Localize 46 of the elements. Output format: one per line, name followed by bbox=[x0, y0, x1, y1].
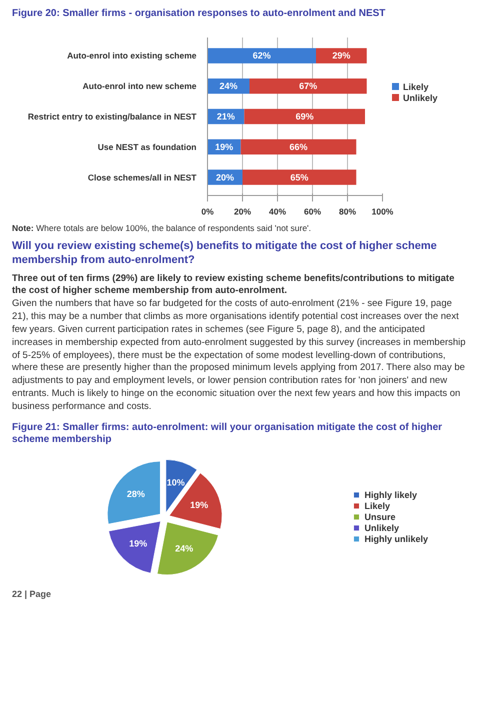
text: Will you review existing scheme(s) benefits to mitigate the cost of higher scheme membership from auto-enrolment? bbox=[12, 240, 438, 268]
bar bbox=[244, 108, 365, 124]
data-label: 10% bbox=[166, 476, 185, 487]
y-tick-label: Auto-enrol into existing scheme bbox=[67, 50, 197, 60]
legend-label: Unlikely bbox=[364, 522, 399, 533]
legend-label: Likely bbox=[364, 500, 390, 511]
x-tick-label: 60% bbox=[304, 206, 322, 216]
bar bbox=[240, 138, 356, 154]
legend-label: Likely bbox=[402, 82, 430, 92]
legend-label: Highly unlikely bbox=[364, 534, 428, 544]
data-label: 29% bbox=[332, 50, 350, 60]
y-tick-label: Auto-enrol into new scheme bbox=[82, 80, 197, 91]
bar bbox=[250, 78, 367, 94]
data-label: 65% bbox=[290, 172, 308, 182]
data-label: 66% bbox=[289, 141, 308, 152]
chart-title: Figure 21: Smaller firms: auto-enrolment: will your organisation mitigate the cost of higher scheme membership bbox=[12, 422, 444, 447]
data-label: 20% bbox=[216, 172, 234, 182]
legend-label: Unlikely bbox=[402, 93, 438, 104]
text: Given the numbers that have so far budgeted for the costs of auto-enrolment (21% - see Figure 19, page 21), this may be a number that climbs as more organisations identify potential cost increases over the next few years. Given current participation rates in schemes (see Figure 5, page 8), and the anticipated increases in membership expected from auto-enrolment suggested by this survey (increases in membership of 5-25% of employees), there must be the expectation of some modest levelling-down of contributions, where these are presently higher than the proposed minimum levels applying from 2017. There also may be adjustments to pay and employment levels, or lower pension contribution rates for 'non joiners' and new entrants. Much is likely to hinge on the economic situation over the next few years and how this impacts on business performance and costs. bbox=[12, 298, 466, 412]
bar bbox=[208, 48, 316, 63]
text: Note: Where totals are below 100%, the balance of respondents said 'not sure'. bbox=[12, 223, 312, 234]
y-tick-label: Use NEST as foundation bbox=[98, 141, 197, 152]
data-label: 62% bbox=[252, 50, 271, 60]
data-label: 19% bbox=[190, 500, 208, 510]
x-tick-label: 80% bbox=[338, 206, 356, 216]
y-tick-label: Restrict entry to existing/balance in NEST bbox=[28, 111, 198, 121]
data-label: 24% bbox=[219, 80, 238, 91]
text: Three out of ten firms (29%) are likely to review existing scheme benefits/contributions to mitigate the cost of higher scheme membership from auto-enrolment. bbox=[12, 272, 456, 298]
data-label: 19% bbox=[129, 538, 148, 548]
data-label: 21% bbox=[216, 111, 235, 121]
y-tick-label: Close schemes/all in NEST bbox=[88, 172, 198, 182]
data-label: 28% bbox=[126, 488, 145, 499]
text: 22 | Page bbox=[12, 588, 52, 600]
legend-label: Highly likely bbox=[364, 490, 418, 500]
bar bbox=[242, 169, 356, 184]
x-tick-label: 0% bbox=[201, 206, 214, 216]
legend-label: Unsure bbox=[364, 512, 396, 522]
data-label: 69% bbox=[296, 111, 314, 121]
x-tick-label: 100% bbox=[372, 206, 394, 216]
chart-title: Figure 20: Smaller firms - organisation responses to auto-enrolment and NEST bbox=[12, 8, 386, 20]
bar bbox=[316, 48, 367, 63]
x-tick-label: 40% bbox=[268, 206, 286, 216]
data-label: 67% bbox=[299, 80, 318, 91]
data-label: 19% bbox=[215, 141, 234, 152]
data-label: 24% bbox=[175, 543, 194, 554]
x-tick-label: 20% bbox=[234, 206, 252, 216]
